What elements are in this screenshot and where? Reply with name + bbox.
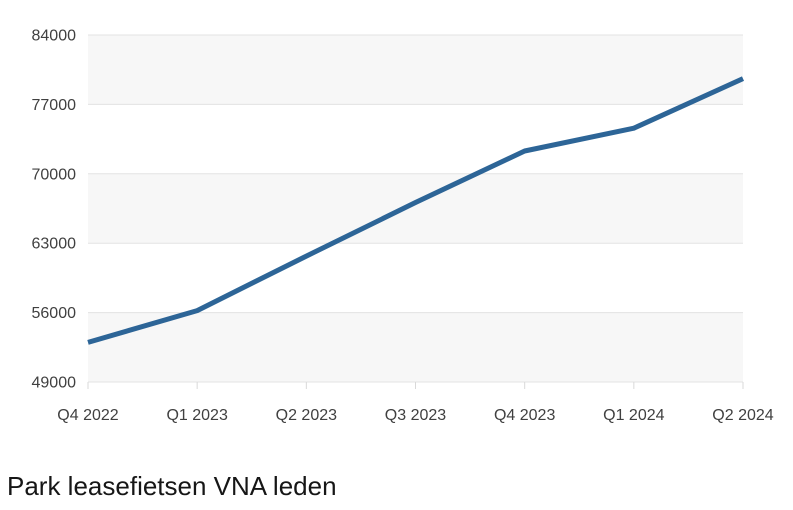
plot-band <box>88 35 743 105</box>
x-axis-label: Q2 2023 <box>276 407 337 424</box>
x-axis-label: Q1 2023 <box>166 407 227 424</box>
line-chart: 49000 56000 63000 70000 77000 84000 Q4 2022 Q1 … <box>32 28 774 425</box>
y-axis-label: 63000 <box>32 236 77 253</box>
x-axis-label: Q3 2023 <box>385 407 446 424</box>
x-axis-label: Q2 2024 <box>712 407 773 424</box>
y-axis-label: 70000 <box>32 166 77 183</box>
y-axis-label: 49000 <box>32 375 77 392</box>
x-axis-label: Q1 2024 <box>603 407 664 424</box>
plot-band <box>88 312 743 382</box>
x-axis-label: Q4 2023 <box>494 407 555 424</box>
y-axis-label: 84000 <box>32 28 77 45</box>
x-axis-label: Q4 2022 <box>57 407 118 424</box>
plot-band <box>88 173 743 244</box>
y-axis-label: 77000 <box>32 97 77 114</box>
plot-band <box>88 104 743 174</box>
plot-band <box>88 243 743 313</box>
data-line <box>87 76 745 345</box>
y-axis-label: 56000 <box>32 305 77 322</box>
chart-title: Park leasefietsen VNA leden <box>7 471 337 501</box>
